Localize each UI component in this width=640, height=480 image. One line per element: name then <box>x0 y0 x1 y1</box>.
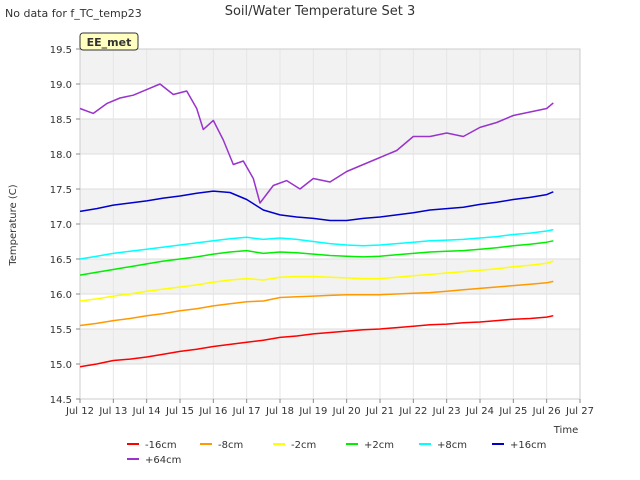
x-tick-label: Jul 22 <box>398 406 427 417</box>
x-tick-label: Jul 27 <box>565 406 594 417</box>
legend-label: -2cm <box>291 440 316 451</box>
legend-label: +8cm <box>437 440 467 451</box>
y-tick-label: 19.5 <box>50 45 72 56</box>
series-line-2cm <box>79 260 554 302</box>
legend: -16cm -8cm -2cm +2cm +8cm +16cm +64cm <box>127 440 546 466</box>
legend-label: -16cm <box>145 440 177 451</box>
x-tick-label: Jul 25 <box>498 406 527 417</box>
y-tick-label: 16.0 <box>50 290 72 301</box>
y-tick-label: 15.0 <box>50 360 72 371</box>
series-lines <box>79 83 554 368</box>
x-axis-label: Time <box>553 425 578 436</box>
chart-title: Soil/Water Temperature Set 3 <box>225 4 416 19</box>
legend-label: -8cm <box>218 440 243 451</box>
plot-band <box>80 189 580 224</box>
y-tick-label: 18.0 <box>50 150 72 161</box>
x-tick-label: Jul 19 <box>298 406 327 417</box>
series-line-8cm <box>79 228 554 260</box>
x-tick-label: Jul 16 <box>198 406 227 417</box>
plot-band <box>80 49 580 84</box>
site-badge: EE_met <box>79 32 139 51</box>
y-tick-label: 19.0 <box>50 80 72 91</box>
y-tick-label: 18.5 <box>50 115 72 126</box>
legend-label: +16cm <box>510 440 546 451</box>
y-tick-label: 14.5 <box>50 395 72 406</box>
legend-label: +64cm <box>145 455 181 466</box>
x-tick-label: Jul 13 <box>98 406 127 417</box>
axis-ticks: 14.5 15.0 15.5 16.0 16.5 17.0 17.5 18.0 18.5 19.0… <box>50 45 594 417</box>
site-badge-label: EE_met <box>87 36 132 49</box>
series-line-64cm <box>79 83 554 204</box>
series-line-8cm <box>79 280 554 327</box>
no-data-note: No data for f_TC_temp23 <box>5 7 142 20</box>
legend-label: +2cm <box>364 440 394 451</box>
x-tick-label: Jul 24 <box>465 406 494 417</box>
x-tick-label: Jul 18 <box>265 406 294 417</box>
y-axis-label: Temperature (C) <box>8 184 19 266</box>
x-tick-label: Jul 15 <box>165 406 194 417</box>
y-tick-label: 17.5 <box>50 185 72 196</box>
site-badge-box <box>79 32 139 51</box>
series-line-16cm <box>79 190 554 222</box>
y-tick-label: 15.5 <box>50 325 72 336</box>
plot-band <box>80 119 580 154</box>
x-tick-label: Jul 23 <box>432 406 461 417</box>
x-tick-label: Jul 21 <box>365 406 394 417</box>
x-tick-label: Jul 20 <box>332 406 361 417</box>
x-tick-label: Jul 14 <box>132 406 161 417</box>
series-line-2cm <box>79 240 554 276</box>
plot-band <box>80 329 580 364</box>
series-line-16cm <box>79 314 554 368</box>
x-tick-label: Jul 17 <box>232 406 261 417</box>
x-tick-label: Jul 26 <box>532 406 561 417</box>
y-tick-label: 17.0 <box>50 220 72 231</box>
y-tick-label: 16.5 <box>50 255 72 266</box>
x-tick-label: Jul 12 <box>65 406 94 417</box>
